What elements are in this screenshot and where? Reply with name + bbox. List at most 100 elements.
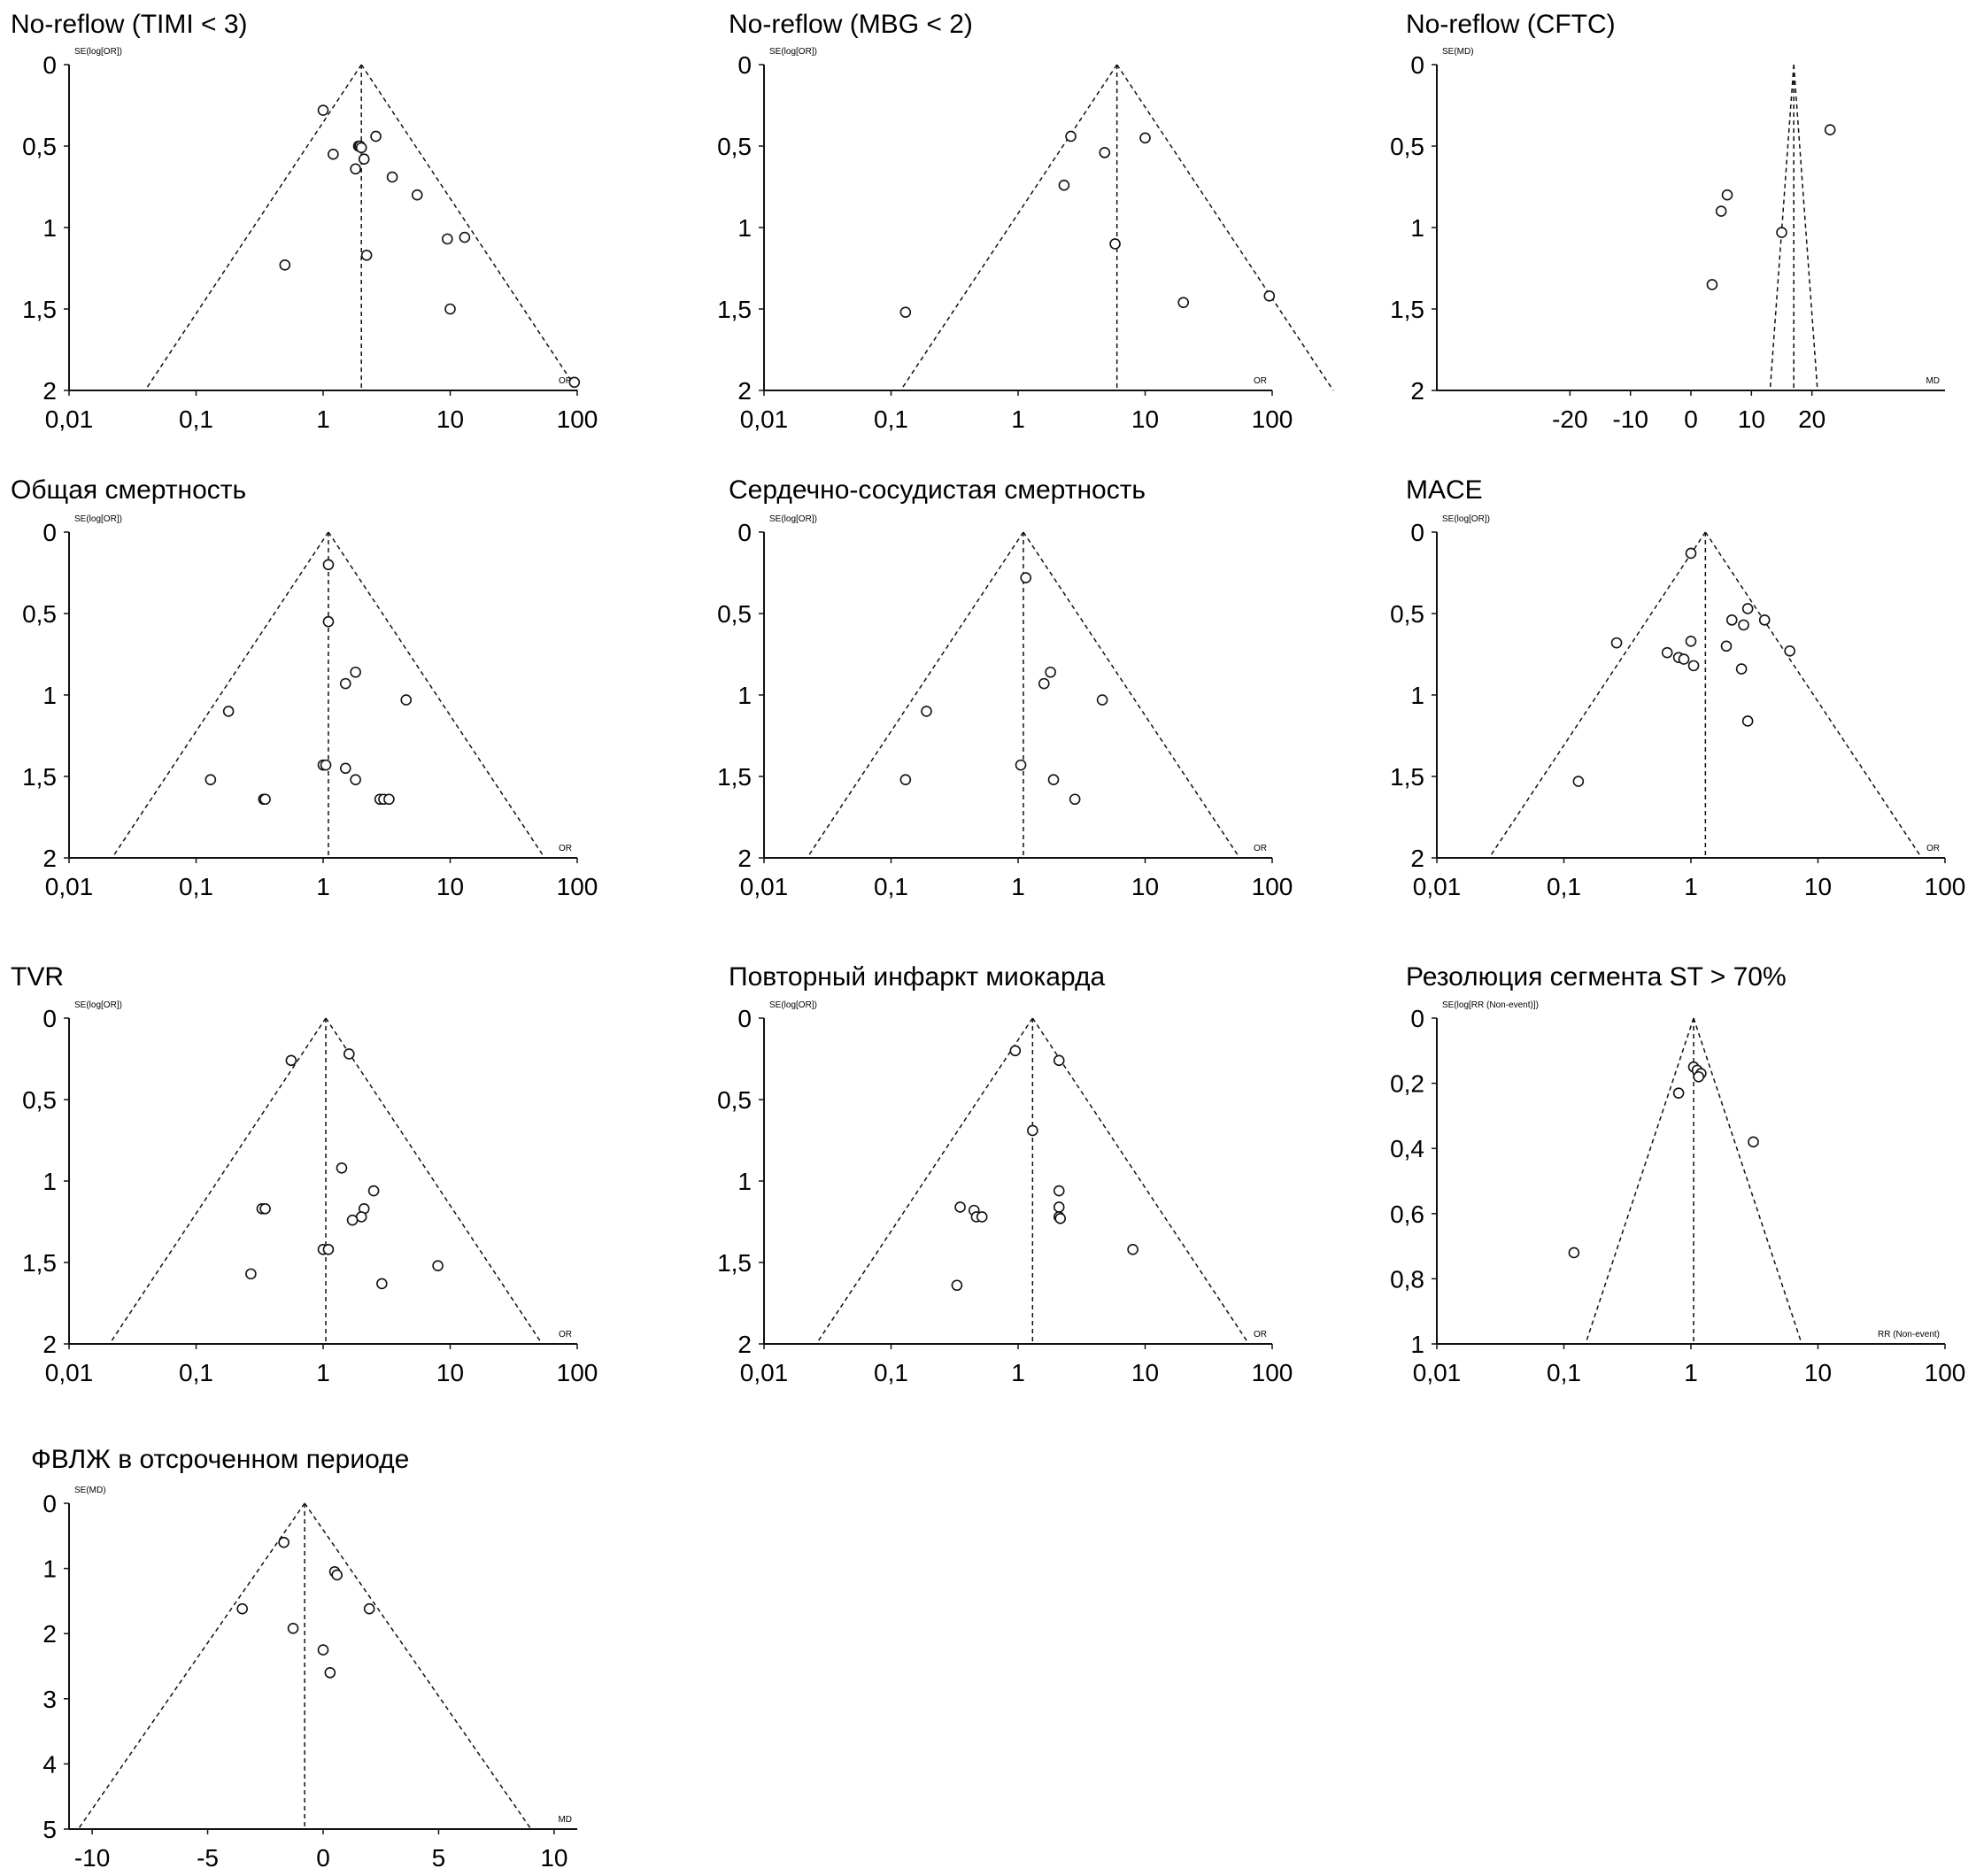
study-point — [954, 1201, 966, 1213]
study-point — [331, 1569, 343, 1581]
y-tick-label: 0,8 — [1390, 1265, 1424, 1293]
study-point — [1784, 645, 1795, 657]
panel-title: Повторный инфаркт миокарда — [729, 962, 1105, 992]
y-tick-label: 0 — [737, 51, 752, 79]
study-point — [1661, 646, 1673, 659]
y-tick-label: 1,5 — [22, 763, 57, 791]
x-tick-label: 1 — [1684, 873, 1698, 900]
x-tick-label: 10 — [436, 1359, 464, 1386]
y-tick-label: 2 — [737, 377, 752, 405]
study-point — [279, 259, 291, 271]
x-axis-label: OR — [1254, 844, 1267, 853]
y-tick-label: 0,5 — [22, 133, 57, 160]
study-point — [350, 163, 361, 175]
funnel-left-line — [109, 1017, 327, 1345]
y-tick-label: 0,5 — [1390, 600, 1424, 628]
funnel-left-line — [77, 1502, 305, 1830]
y-tick-label: 1 — [737, 214, 752, 242]
x-tick-label: 5 — [432, 1844, 446, 1872]
panel-title: Сердечно-сосудистая смертность — [729, 475, 1146, 505]
study-point — [1572, 776, 1585, 787]
study-point — [1824, 124, 1836, 135]
y-tick-label: 1 — [1410, 214, 1424, 242]
study-point — [336, 1162, 348, 1174]
x-tick-label: 100 — [1252, 405, 1293, 433]
study-point — [1263, 290, 1276, 302]
study-point — [322, 559, 335, 571]
study-point — [1693, 1070, 1705, 1083]
study-point — [1610, 637, 1623, 649]
funnel-plot-panel: No-reflow (MBG < 2) 0 0,5 1 1,5 20,01 0,1 1 10 10… — [717, 10, 1334, 433]
y-tick-label: 0 — [1410, 519, 1424, 546]
funnel-left-line — [1488, 531, 1706, 859]
study-point — [383, 793, 395, 806]
study-point — [1738, 619, 1749, 631]
y-tick-label: 1,5 — [717, 296, 752, 323]
funnel-left-line — [112, 531, 329, 859]
y-tick-label: 3 — [42, 1686, 57, 1713]
study-point — [1568, 1247, 1580, 1259]
funnel-plot-panel: Сердечно-сосудистая смертность00,511,520… — [717, 475, 1293, 900]
study-point — [285, 1054, 297, 1067]
study-point — [1672, 1087, 1685, 1099]
funnel-left-line — [1585, 1017, 1694, 1345]
y-tick-label: 0 — [1410, 1005, 1424, 1032]
funnel-right-line — [304, 1502, 532, 1830]
y-tick-label: 0,5 — [717, 1086, 752, 1114]
y-tick-label: 0 — [1410, 51, 1424, 79]
study-point — [245, 1268, 257, 1280]
study-point — [1038, 677, 1050, 690]
funnel-left-line — [815, 1017, 1033, 1345]
study-point — [442, 233, 453, 245]
study-point — [322, 615, 335, 628]
study-point — [1069, 793, 1081, 806]
panel-title: TVR — [11, 962, 64, 992]
funnel-plot-panel: No-reflow (TIMI < 3) 0 0,5 1 1,5 20,01 0,1 1 10 1… — [11, 10, 598, 433]
x-tick-label: 0,01 — [1413, 1359, 1462, 1386]
study-point — [1687, 660, 1700, 672]
funnel-plot-panel: ФВЛЖ в отсроченном периоде 0 1 2 3 4 5 -10 -5 0 5 1… — [31, 1445, 577, 1872]
x-tick-label: 1 — [316, 405, 330, 433]
study-point — [1758, 614, 1771, 626]
study-point — [324, 1667, 336, 1679]
x-tick-label: 1 — [316, 873, 330, 900]
x-tick-label: 100 — [557, 405, 598, 433]
x-tick-label: 0,01 — [740, 1359, 789, 1386]
y-tick-label: 1 — [42, 214, 57, 242]
x-tick-label: 0 — [1684, 405, 1698, 433]
y-tick-label: 0,2 — [1390, 1070, 1424, 1098]
x-tick-label: 0,01 — [740, 873, 789, 900]
x-tick-label: 100 — [1252, 873, 1293, 900]
study-point — [350, 666, 361, 678]
x-axis-label: OR — [559, 844, 572, 853]
y-tick-label: 0,4 — [1390, 1135, 1424, 1162]
study-point — [317, 104, 329, 116]
panel-title: No-reflow (MBG < 2) — [729, 10, 973, 39]
x-axis-label: RR (Non-event) — [1878, 1330, 1940, 1339]
y-tick-label: 0,5 — [717, 600, 752, 628]
study-point — [343, 1048, 355, 1060]
y-tick-label: 1 — [42, 1556, 57, 1583]
study-point — [322, 1243, 335, 1255]
study-point — [1735, 663, 1748, 675]
x-tick-label: 0,01 — [45, 405, 94, 433]
study-point — [1053, 1185, 1065, 1197]
study-point — [355, 142, 367, 154]
funnel-right-line — [1116, 64, 1334, 391]
funnel-plot-panel: Резолюция сегмента ST > 70% 0 0,2 0,4 0,6 0,8… — [1390, 962, 1965, 1386]
x-axis-label: OR — [559, 376, 572, 386]
study-point — [1685, 547, 1697, 560]
study-point — [386, 171, 398, 183]
study-point — [951, 1279, 963, 1292]
study-point — [205, 774, 217, 785]
y-tick-label: 1 — [737, 1168, 752, 1195]
y-tick-label: 2 — [42, 377, 57, 405]
funnel-plot-panel: Общая смертность 0 0,5 1 1,5 20,01 0,1 1 10 100 SE… — [11, 475, 598, 900]
study-point — [339, 762, 351, 775]
y-tick-label: 0,6 — [1390, 1200, 1424, 1228]
study-point — [367, 1185, 380, 1197]
study-point — [1139, 132, 1151, 144]
study-point — [358, 153, 370, 166]
x-tick-label: -10 — [74, 1844, 110, 1872]
y-tick-label: 0 — [42, 519, 57, 546]
